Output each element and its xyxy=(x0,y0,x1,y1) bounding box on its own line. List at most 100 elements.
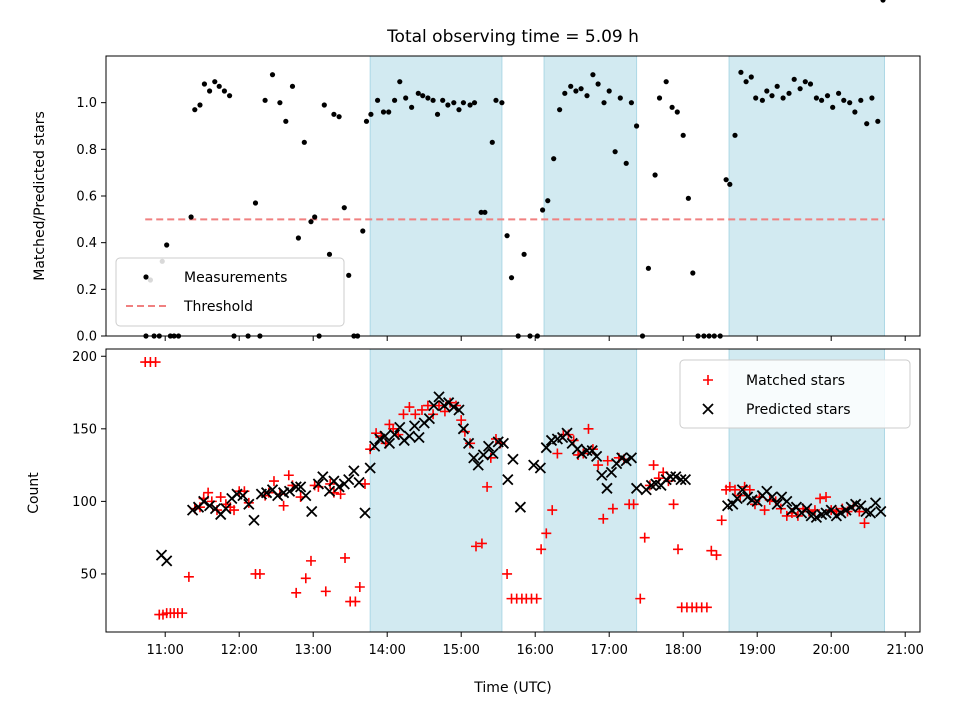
x-tick-label-3: 14:00 xyxy=(368,643,405,658)
point-0-0-33 xyxy=(326,251,333,257)
y-tick-label-0-4: 0.8 xyxy=(76,143,97,158)
point-0-0-11 xyxy=(197,102,203,108)
point-1-0-94 xyxy=(602,455,613,466)
point-1-1-54 xyxy=(462,437,475,449)
point-1-0-108 xyxy=(673,544,684,555)
point-0-0-75 xyxy=(551,156,557,162)
point-0-0-79 xyxy=(573,88,579,94)
point-1-0-81 xyxy=(536,544,547,555)
point-1-1-78 xyxy=(596,469,608,481)
point-1-1-44 xyxy=(413,431,425,444)
point-1-0-55 xyxy=(398,409,409,420)
point-1-1-21 xyxy=(294,481,307,493)
x-tick-label-8: 19:00 xyxy=(738,643,775,658)
shaded-interval-1-0 xyxy=(369,348,503,633)
point-0-0-17 xyxy=(226,93,233,99)
point-0-0-92 xyxy=(645,265,652,271)
point-0-0-48 xyxy=(403,95,409,101)
point-1-1-83 xyxy=(620,455,632,467)
y-tick-0-3: 0.6 xyxy=(76,190,106,205)
point-1-0-100 xyxy=(635,593,646,604)
point-0-0-129 xyxy=(847,100,853,106)
point-0-0-44 xyxy=(380,109,387,115)
point-0-0-97 xyxy=(674,109,680,115)
point-1-1-115 xyxy=(820,507,832,519)
point-0-0-114 xyxy=(764,88,770,94)
legend-marker-matched xyxy=(703,375,713,385)
point-0-0-130 xyxy=(852,109,858,115)
point-0-0-133 xyxy=(869,95,875,101)
point-1-1-65 xyxy=(528,459,540,471)
y-tick-1-0: 50 xyxy=(80,567,106,582)
point-0-0-108 xyxy=(732,132,738,138)
point-1-0-56 xyxy=(404,402,415,413)
point-1-0-30 xyxy=(278,500,289,511)
point-1-1-56 xyxy=(472,459,484,471)
point-1-0-92 xyxy=(593,460,604,471)
shaded-interval-0-1 xyxy=(543,55,638,337)
y-axis-label-count: Count xyxy=(26,472,42,514)
point-1-1-62 xyxy=(502,473,514,486)
point-1-1-96 xyxy=(727,498,739,510)
point-0-0-98 xyxy=(680,132,686,138)
point-0-0-132 xyxy=(864,121,870,127)
point-0-0-36 xyxy=(341,205,347,211)
point-1-1-92 xyxy=(670,471,682,483)
point-1-1-33 xyxy=(359,507,371,519)
point-1-0-136 xyxy=(815,493,826,504)
point-0-0-83 xyxy=(595,81,601,87)
point-0-0-45 xyxy=(386,109,392,115)
point-0-0-86 xyxy=(612,149,618,155)
point-0-0-107 xyxy=(727,181,733,187)
point-1-1-51 xyxy=(448,401,460,413)
point-1-0-90 xyxy=(583,423,594,434)
point-1-1-94 xyxy=(679,473,692,486)
point-1-1-77 xyxy=(590,450,603,463)
chart-title: Total observing time = 5.09 h xyxy=(386,27,639,47)
point-0-0-61 xyxy=(471,100,478,106)
y-tick-label-0-2: 0.4 xyxy=(76,236,97,251)
point-0-0-85 xyxy=(606,88,612,94)
point-1-0-46 xyxy=(354,582,365,593)
point-1-0-23 xyxy=(243,497,254,508)
point-0-0-24 xyxy=(277,100,283,106)
point-0-0-53 xyxy=(430,97,436,103)
point-1-1-4 xyxy=(198,495,210,508)
point-1-1-66 xyxy=(534,462,547,474)
axes-frame-1 xyxy=(105,348,921,633)
point-1-1-46 xyxy=(423,413,436,425)
point-1-1-13 xyxy=(248,514,260,526)
point-1-0-45 xyxy=(350,596,361,607)
point-0-0-49 xyxy=(409,104,415,110)
point-1-0-70 xyxy=(482,481,493,492)
y-tick-0-0: 0.0 xyxy=(76,330,106,345)
point-1-1-40 xyxy=(394,421,406,434)
point-0-0-119 xyxy=(791,76,797,82)
point-0-0-110 xyxy=(743,79,749,85)
point-0-0-125 xyxy=(824,93,831,99)
point-1-0-43 xyxy=(340,552,351,563)
point-0-0-77 xyxy=(562,90,568,96)
point-1-1-8 xyxy=(220,503,232,515)
point-0-0-62 xyxy=(478,209,484,215)
point-1-0-9 xyxy=(177,608,188,619)
y-tick-label-0-1: 0.2 xyxy=(76,283,97,298)
point-0-0-37 xyxy=(346,272,352,278)
point-0-0-63 xyxy=(482,209,488,215)
point-1-1-22 xyxy=(300,489,312,502)
point-0-0-10 xyxy=(192,107,198,113)
point-1-0-130 xyxy=(781,510,792,521)
point-1-1-98 xyxy=(736,484,749,496)
y-tick-label-0-3: 0.6 xyxy=(76,190,97,205)
point-0-0-54 xyxy=(434,111,441,117)
point-1-1-91 xyxy=(664,471,677,483)
y-tick-0-2: 0.4 xyxy=(76,236,106,251)
point-1-1-107 xyxy=(781,495,793,508)
point-0-0-14 xyxy=(212,79,218,85)
x-tick-label-10: 21:00 xyxy=(886,643,923,658)
point-0-0-35 xyxy=(336,114,342,120)
point-1-1-11 xyxy=(237,489,249,502)
point-0-0-94 xyxy=(656,95,663,101)
point-1-1-15 xyxy=(260,487,273,499)
